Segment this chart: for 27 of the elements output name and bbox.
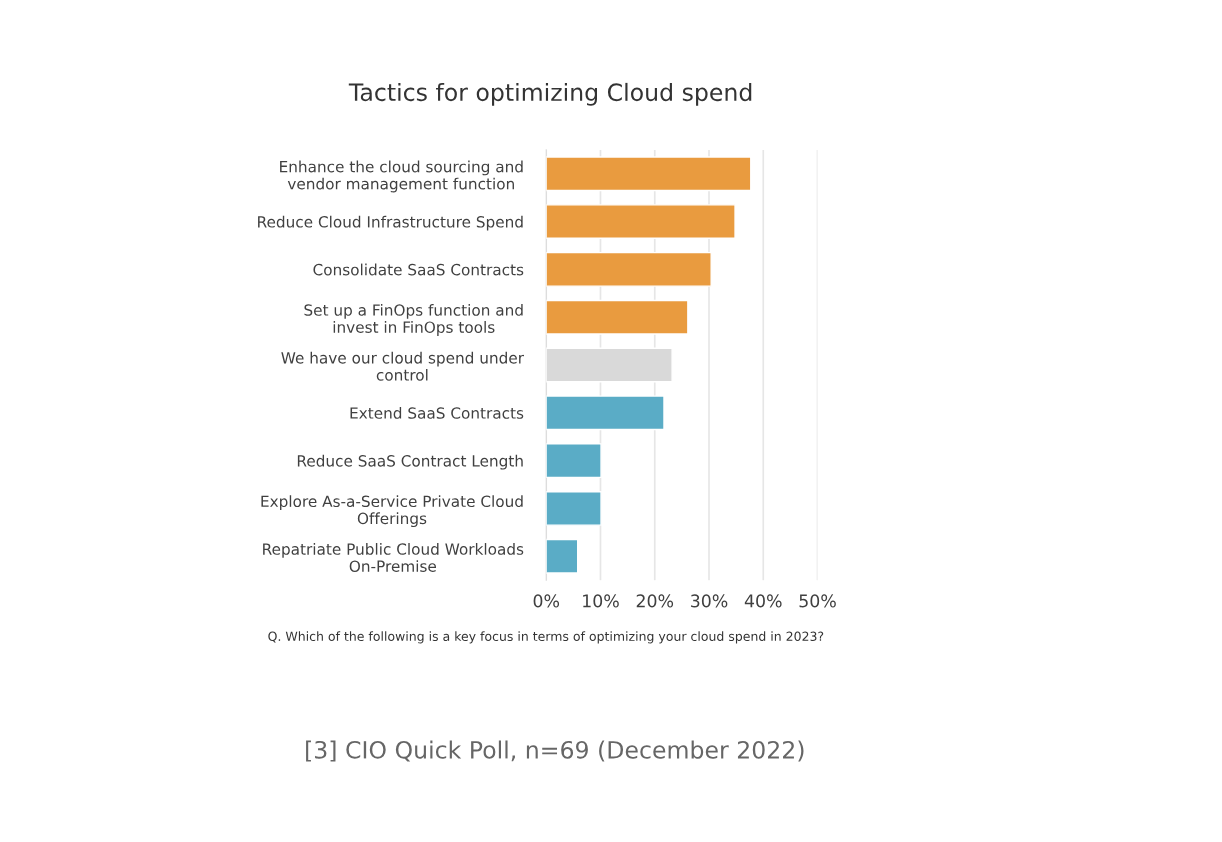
bar: [546, 156, 752, 192]
y-tick-label: Extend SaaS Contracts: [350, 407, 524, 419]
y-tick-label: Reduce Cloud Infrastructure Spend: [258, 215, 523, 231]
x-tick-label: 30%: [691, 594, 728, 608]
x-tick-label: 0%: [533, 594, 560, 608]
x-tick-label: 10%: [583, 594, 619, 608]
y-tick-label: Reduce SaaS Contract Length: [297, 454, 523, 470]
bar: [546, 204, 736, 240]
y-tick-label: Enhance the cloud sourcing and vendor management function: [280, 160, 523, 193]
x-tick-label: 40%: [744, 594, 782, 608]
y-tick-label: We have our cloud spend under control: [281, 351, 525, 381]
text: Q. Which of the following is a key focus in terms of optimizing your cloud spend in 2023?: [268, 631, 824, 644]
bar: [546, 395, 665, 431]
bar: [546, 347, 673, 383]
y-tick-label: Set up a FinOps function and invest in FinOps tools: [304, 304, 523, 336]
bar: [546, 491, 602, 526]
bar: [546, 538, 579, 574]
y-tick-label: Consolidate SaaS Contracts: [313, 263, 524, 276]
y-tick-label: Repatriate Public Cloud Workloads On-Premise: [263, 543, 524, 572]
x-tick-label: 20%: [636, 594, 674, 608]
y-tick-label: Explore As-a-Service Private Cloud Offerings: [261, 495, 523, 528]
bar: [546, 299, 689, 335]
bar: [546, 251, 712, 287]
chart-title: Tactics for optimizing Cloud spend: [348, 82, 752, 106]
x-tick-label: 50%: [799, 594, 836, 608]
bar: [546, 443, 602, 479]
text: [3] CIO Quick Poll, n=69 (December 2022): [306, 740, 804, 762]
